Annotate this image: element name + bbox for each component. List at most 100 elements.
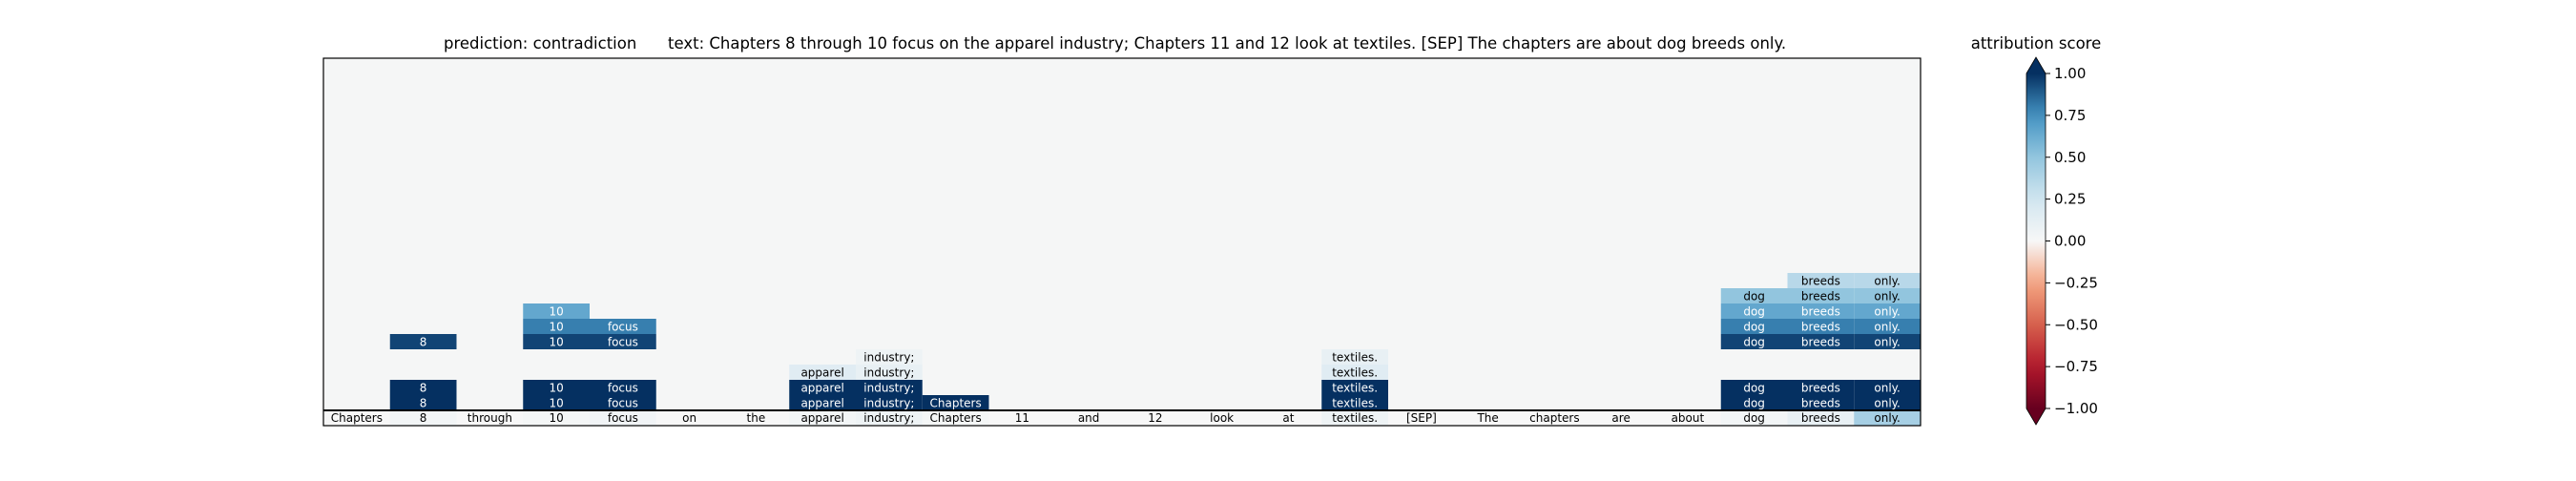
base-token-label: apparel — [800, 411, 843, 425]
base-token-label: textiles. — [1332, 411, 1378, 425]
colorbar-tick-label: 1.00 — [2054, 65, 2086, 82]
attribution-cell — [1720, 319, 1788, 334]
attribution-cell-label: breeds — [1801, 321, 1840, 334]
colorbar-gradient — [2026, 73, 2046, 408]
base-token-cell — [389, 410, 457, 426]
attribution-cell-label: dog — [1743, 305, 1765, 319]
attribution-cell-label: 10 — [549, 382, 563, 395]
attribution-cell-label: only. — [1874, 336, 1901, 349]
attribution-cell — [1720, 303, 1788, 319]
attribution-cell — [1854, 395, 1921, 410]
base-token-cell — [1787, 410, 1855, 426]
plot-frame — [322, 57, 1922, 427]
attribution-cell — [1854, 303, 1921, 319]
base-token-cell — [1188, 410, 1256, 426]
base-token-cell — [456, 410, 524, 426]
attribution-cell — [789, 365, 856, 380]
base-token-label: 10 — [549, 411, 563, 425]
attribution-cell — [590, 334, 656, 349]
attribution-cells: 8 10 focus apparel industry; Chapters textiles… — [389, 273, 1921, 410]
text-title: text: Chapters 8 through 10 focus on the… — [668, 34, 1786, 52]
colorbar-tick-label: 0.50 — [2054, 149, 2086, 166]
attribution-cell-label: 8 — [420, 336, 427, 349]
attribution-cell-label: 10 — [549, 397, 563, 410]
attribution-cell-label: industry; — [863, 366, 914, 380]
attribution-cell-label: dog — [1743, 382, 1765, 395]
attribution-cell-label: focus — [608, 336, 638, 349]
base-token-label: Chapters — [930, 411, 982, 425]
base-token-cell — [1854, 410, 1921, 426]
base-token-label: industry; — [863, 411, 914, 425]
base-token-cell — [1654, 410, 1721, 426]
base-token-cell — [856, 410, 923, 426]
attribution-cell-label: breeds — [1801, 290, 1840, 303]
attribution-cell-label: dog — [1743, 290, 1765, 303]
base-token-cell — [1255, 410, 1322, 426]
base-token-label: at — [1282, 411, 1294, 425]
attribution-cell-label: industry; — [863, 351, 914, 365]
attribution-cell — [1854, 288, 1921, 303]
attribution-cell — [523, 319, 590, 334]
base-token-cell — [1055, 410, 1122, 426]
colorbar-extend-max — [2026, 57, 2046, 73]
base-token-cell — [1521, 410, 1589, 426]
plot-area — [323, 58, 1921, 426]
colorbar: attribution score 1.00 0.75 0.50 0.25 0.00 −0.… — [1971, 34, 2101, 426]
attribution-cell — [1787, 334, 1855, 349]
attribution-cell — [856, 395, 923, 410]
base-token-label: 11 — [1015, 411, 1029, 425]
attribution-cell-label: focus — [608, 321, 638, 334]
base-token-label: The — [1476, 411, 1498, 425]
base-token-label: only. — [1874, 411, 1901, 425]
base-token-cell — [323, 410, 390, 426]
attribution-cell-label: textiles. — [1332, 366, 1378, 380]
base-token-cell — [1720, 410, 1788, 426]
base-token-label: and — [1078, 411, 1100, 425]
base-token-cell — [1122, 410, 1189, 426]
attribution-cell-label: dog — [1743, 336, 1765, 349]
attribution-cell — [1854, 319, 1921, 334]
attribution-cell-label: textiles. — [1332, 382, 1378, 395]
base-token-cell — [722, 410, 790, 426]
base-token-label: chapters — [1529, 411, 1579, 425]
attribution-cell-label: apparel — [800, 366, 843, 380]
base-token-cell — [1588, 410, 1654, 426]
attribution-cell — [1854, 273, 1921, 288]
attribution-cell-label: industry; — [863, 397, 914, 410]
attribution-cell-label: 10 — [549, 336, 563, 349]
attribution-cell — [1787, 395, 1855, 410]
attribution-cell-label: breeds — [1801, 397, 1840, 410]
attribution-cell — [1854, 380, 1921, 395]
attribution-cell-label: only. — [1874, 305, 1901, 319]
attribution-cell — [1321, 395, 1388, 410]
colorbar-tick-label: 0.75 — [2054, 107, 2086, 124]
attribution-cell-label: focus — [608, 397, 638, 410]
attribution-cell-label: dog — [1743, 321, 1765, 334]
prediction-title: prediction: contradiction — [444, 34, 636, 52]
attribution-cell — [856, 365, 923, 380]
colorbar-tick-label: −0.50 — [2054, 316, 2098, 333]
attribution-cell — [1787, 273, 1855, 288]
attribution-cell — [1787, 380, 1855, 395]
base-token-label: Chapters — [331, 411, 383, 425]
colorbar-tick-label: 0.25 — [2054, 191, 2086, 208]
base-token-label: focus — [608, 411, 638, 425]
attribution-cell — [1854, 334, 1921, 349]
attribution-cell-label: only. — [1874, 397, 1901, 410]
attribution-cell — [1321, 349, 1388, 365]
attribution-cell — [523, 395, 590, 410]
attribution-cell-label: 8 — [420, 382, 427, 395]
attribution-cell-label: only. — [1874, 321, 1901, 334]
colorbar-tick-label: −1.00 — [2054, 400, 2098, 417]
attribution-cell-label: breeds — [1801, 275, 1840, 288]
base-token-label: breeds — [1801, 411, 1840, 425]
attribution-cell-label: only. — [1874, 275, 1901, 288]
attribution-cell-label: 10 — [549, 321, 563, 334]
base-token-cell — [523, 410, 590, 426]
attribution-cell-label: breeds — [1801, 305, 1840, 319]
base-token-cell — [1388, 410, 1455, 426]
base-token-cell — [988, 410, 1056, 426]
attribution-cell-label: 10 — [549, 305, 563, 319]
attribution-cell — [389, 395, 457, 410]
